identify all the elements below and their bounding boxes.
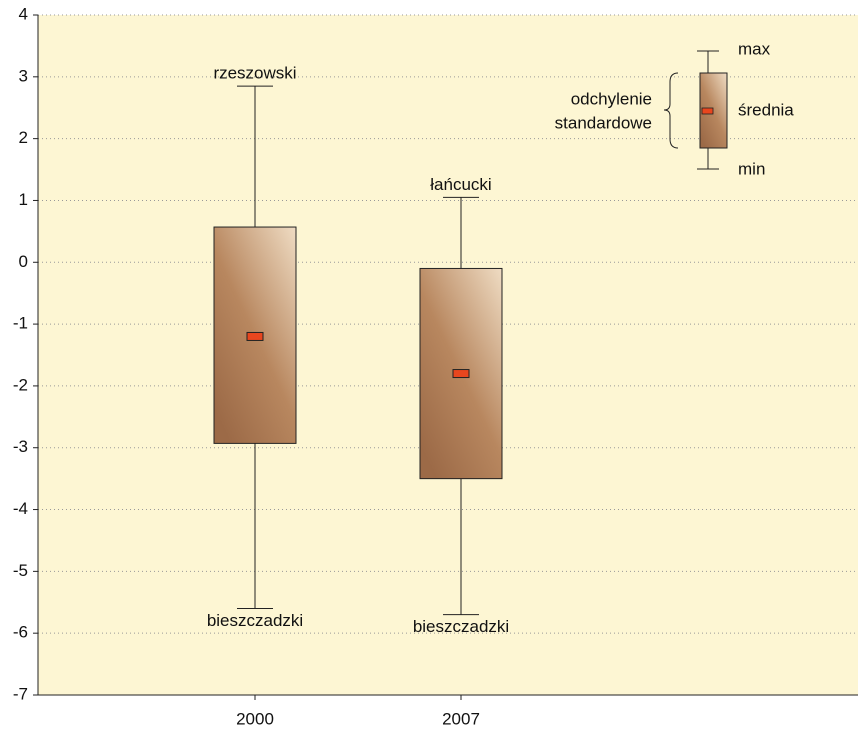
legend-max: max [738,39,771,58]
y-tick-label: -3 [13,437,28,456]
y-tick-label: 4 [19,4,28,23]
mean-marker [246,331,264,341]
max-label: rzeszowski [213,64,296,83]
y-tick-label: -2 [13,375,28,394]
min-label: bieszczadzki [207,611,303,630]
y-tick-label: -6 [13,623,28,642]
min-label: bieszczadzki [413,617,509,636]
legend-min: min [738,159,765,178]
legend-mean: średnia [738,100,794,119]
y-tick-label: -7 [13,684,28,703]
legend: max średnia min odchylenie standardowe [555,39,795,178]
y-tick-label: -4 [13,499,28,518]
y-tick-label: 3 [19,66,28,85]
legend-sd: odchylenie [571,89,652,108]
y-tick-label: 1 [19,190,28,209]
y-tick-label: 2 [19,128,28,147]
y-tick-label: -5 [13,561,28,580]
mean-marker [452,369,470,379]
y-tick-label: -1 [13,314,28,333]
legend-sd: standardowe [555,113,652,132]
x-tick-label: 2007 [442,709,480,728]
x-tick-label: 2000 [236,709,274,728]
y-tick-label: 0 [19,252,28,271]
max-label: łańcucki [430,175,491,194]
